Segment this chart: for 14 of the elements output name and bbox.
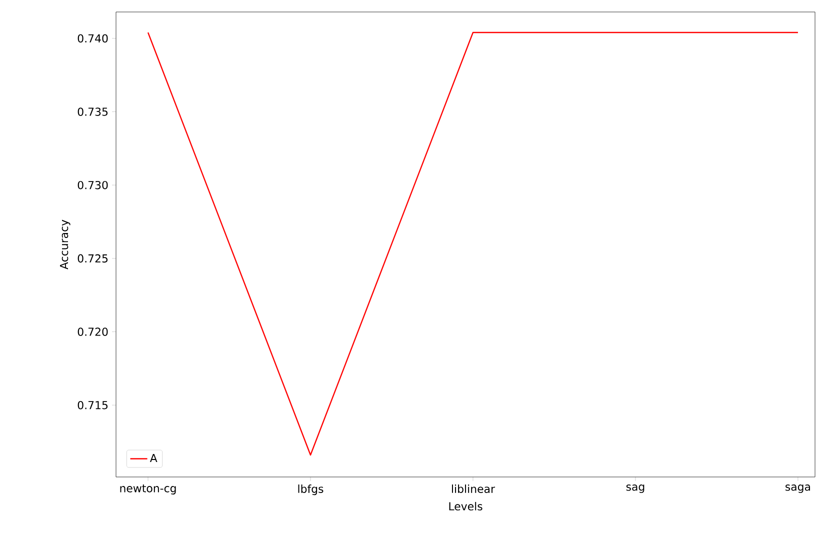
y-tick-label: 0.730 <box>78 180 108 190</box>
x-axis-title: Levels <box>449 502 482 510</box>
y-tick-label: 0.725 <box>78 254 108 263</box>
legend-label: A <box>150 454 158 462</box>
y-tick-label: 0.715 <box>78 400 108 410</box>
x-tick-label: lbfgs <box>298 484 324 496</box>
y-tick-label: 0.735 <box>78 108 108 116</box>
x-tick-label: liblinear <box>452 484 496 493</box>
y-tick-label: 0.740 <box>78 34 108 43</box>
y-tick-label: 0.720 <box>78 328 108 336</box>
y-axis-title: Accuracy <box>60 220 70 270</box>
x-tick-label: sag <box>626 484 644 493</box>
x-tick-label: saga <box>785 484 810 493</box>
x-tick-label: newton-cg <box>120 484 176 494</box>
